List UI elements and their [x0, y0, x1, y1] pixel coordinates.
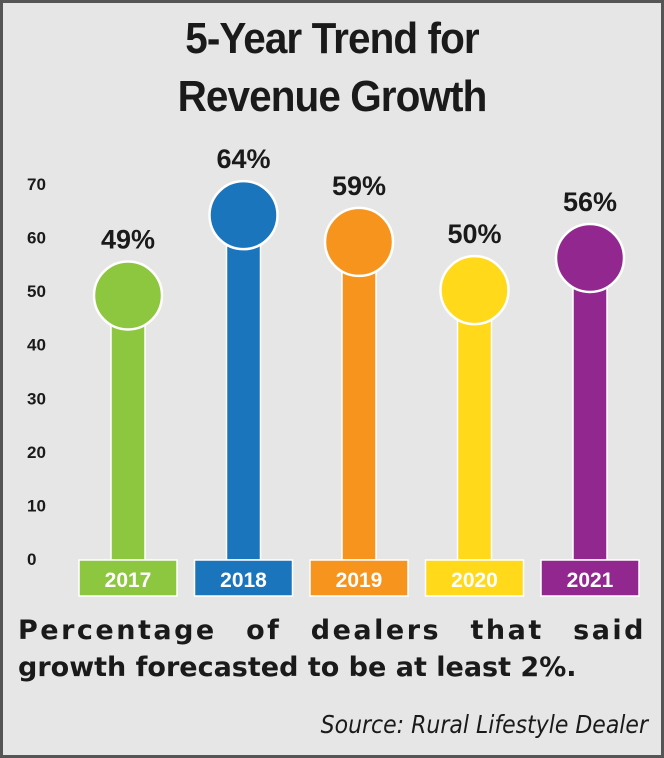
x-tick-label: 2020	[451, 569, 498, 592]
bar-stem	[341, 241, 377, 561]
category-box	[78, 559, 178, 597]
chart-title-line-1: 5-Year Trend for	[185, 14, 479, 63]
y-tick-label: 70	[27, 175, 46, 194]
y-tick-label: 20	[27, 443, 46, 462]
bar-head-circle	[208, 179, 279, 251]
caption-line-1: Percentage of dealers that said	[18, 615, 646, 646]
data-label: 59%	[332, 171, 386, 201]
bar-stem	[110, 294, 146, 561]
x-tick-label: 2019	[336, 569, 383, 592]
x-tick-label: 2017	[105, 569, 152, 592]
y-tick-label: 0	[27, 550, 36, 569]
chart-title-line-2: Revenue Growth	[177, 72, 488, 121]
bar-head-circle	[323, 206, 395, 278]
category-box	[424, 559, 525, 597]
category-box	[193, 559, 294, 597]
x-tick-label: 2021	[567, 569, 614, 592]
y-tick-label: 30	[27, 389, 46, 408]
bar-head-circle	[439, 254, 510, 326]
bar-stem	[225, 214, 262, 561]
x-tick-label: 2018	[220, 569, 267, 592]
y-tick-label: 50	[27, 282, 46, 301]
source-note: Source: Rural Lifestyle Dealer	[320, 710, 648, 739]
data-label: 49%	[101, 225, 155, 255]
y-tick-label: 40	[27, 336, 46, 355]
bar-stem	[572, 257, 608, 561]
y-tick-label: 10	[27, 496, 46, 515]
data-label: 50%	[447, 219, 501, 249]
category-box	[309, 559, 409, 597]
data-label: 64%	[216, 144, 270, 174]
bar-head-circle	[554, 222, 626, 294]
bar-stem	[456, 289, 493, 561]
y-tick-label: 60	[27, 229, 46, 248]
category-box	[540, 559, 640, 597]
data-label: 56%	[563, 187, 617, 217]
caption-line-2: growth forecasted to be at least 2%.	[18, 652, 577, 683]
bar-head-circle	[92, 260, 164, 331]
